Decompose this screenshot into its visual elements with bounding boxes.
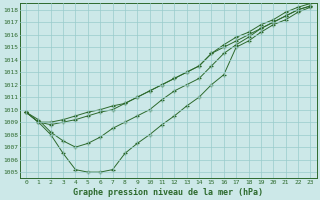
- X-axis label: Graphe pression niveau de la mer (hPa): Graphe pression niveau de la mer (hPa): [73, 188, 263, 197]
